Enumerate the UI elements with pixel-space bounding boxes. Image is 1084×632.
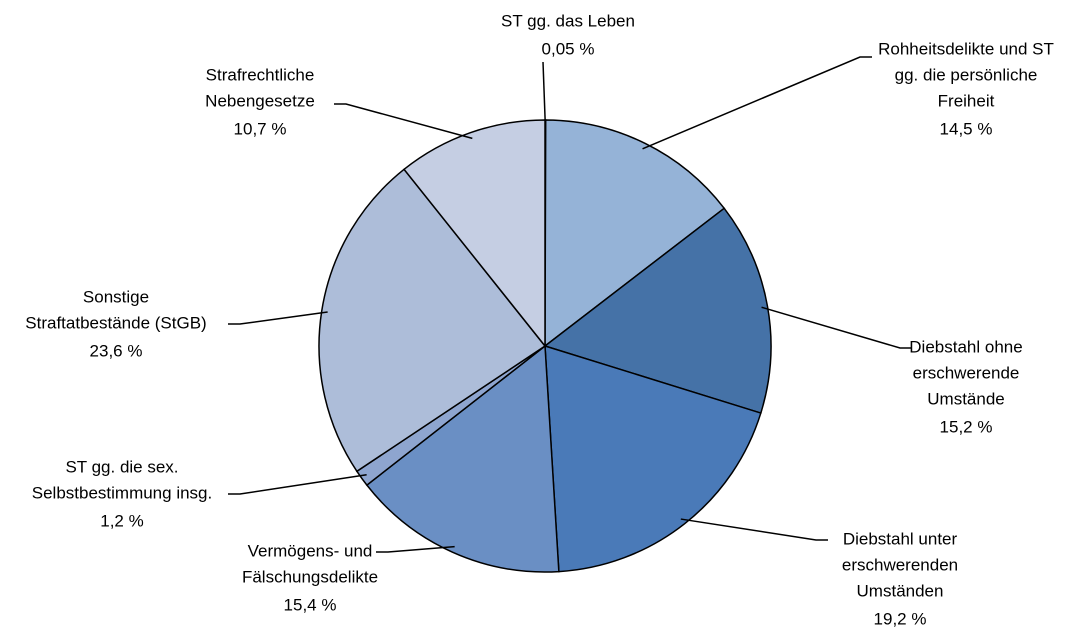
slice-label: Selbstbestimmung insg. [32, 483, 212, 502]
leader-line [228, 311, 328, 325]
slice-label: Strafrechtliche [206, 65, 315, 84]
leader-line [761, 306, 912, 349]
value-label: 1,2 % [100, 511, 143, 530]
slice-label: Diebstahl ohne [909, 337, 1022, 356]
pie-slice [544, 344, 762, 573]
pie-slice [543, 207, 772, 414]
pie-slice [365, 344, 560, 573]
slice-label: Umständen [857, 581, 944, 600]
value-label: 15,2 % [940, 417, 993, 436]
value-label: 0,05 % [542, 39, 595, 58]
slice-label: Diebstahl unter [843, 529, 958, 548]
slice-label: Vermögens- und [248, 541, 373, 560]
value-label: 15,4 % [284, 595, 337, 614]
leader-line [542, 61, 547, 127]
slice-label: Nebengesetze [205, 91, 315, 110]
pie-slice [403, 119, 546, 349]
slice-label: Sonstige [83, 287, 149, 306]
value-label: 19,2 % [874, 609, 927, 628]
slice-label: ST gg. die sex. [65, 457, 178, 476]
slice-label: Freiheit [938, 91, 995, 110]
slice-label: erschwerenden [842, 555, 958, 574]
value-label: 14,5 % [940, 119, 993, 138]
leader-line [642, 56, 872, 150]
slice-label: Straftatbestände (StGB) [25, 313, 206, 332]
value-label: 10,7 % [234, 119, 287, 138]
pie-slice [544, 119, 726, 348]
slice-label: Rohheitsdelikte und ST [878, 39, 1054, 58]
leader-line [680, 518, 828, 541]
slice-label: Fälschungsdelikte [242, 567, 378, 586]
slice-label: ST gg. das Leben [501, 11, 635, 30]
leader-line [376, 545, 455, 553]
slice-label: Umstände [927, 389, 1004, 408]
leader-line [334, 103, 473, 140]
leader-line [228, 474, 367, 495]
slice-label: gg. die persönliche [895, 65, 1038, 84]
pie-slice [318, 168, 547, 473]
value-label: 23,6 % [90, 341, 143, 360]
slice-label: erschwerende [913, 363, 1020, 382]
